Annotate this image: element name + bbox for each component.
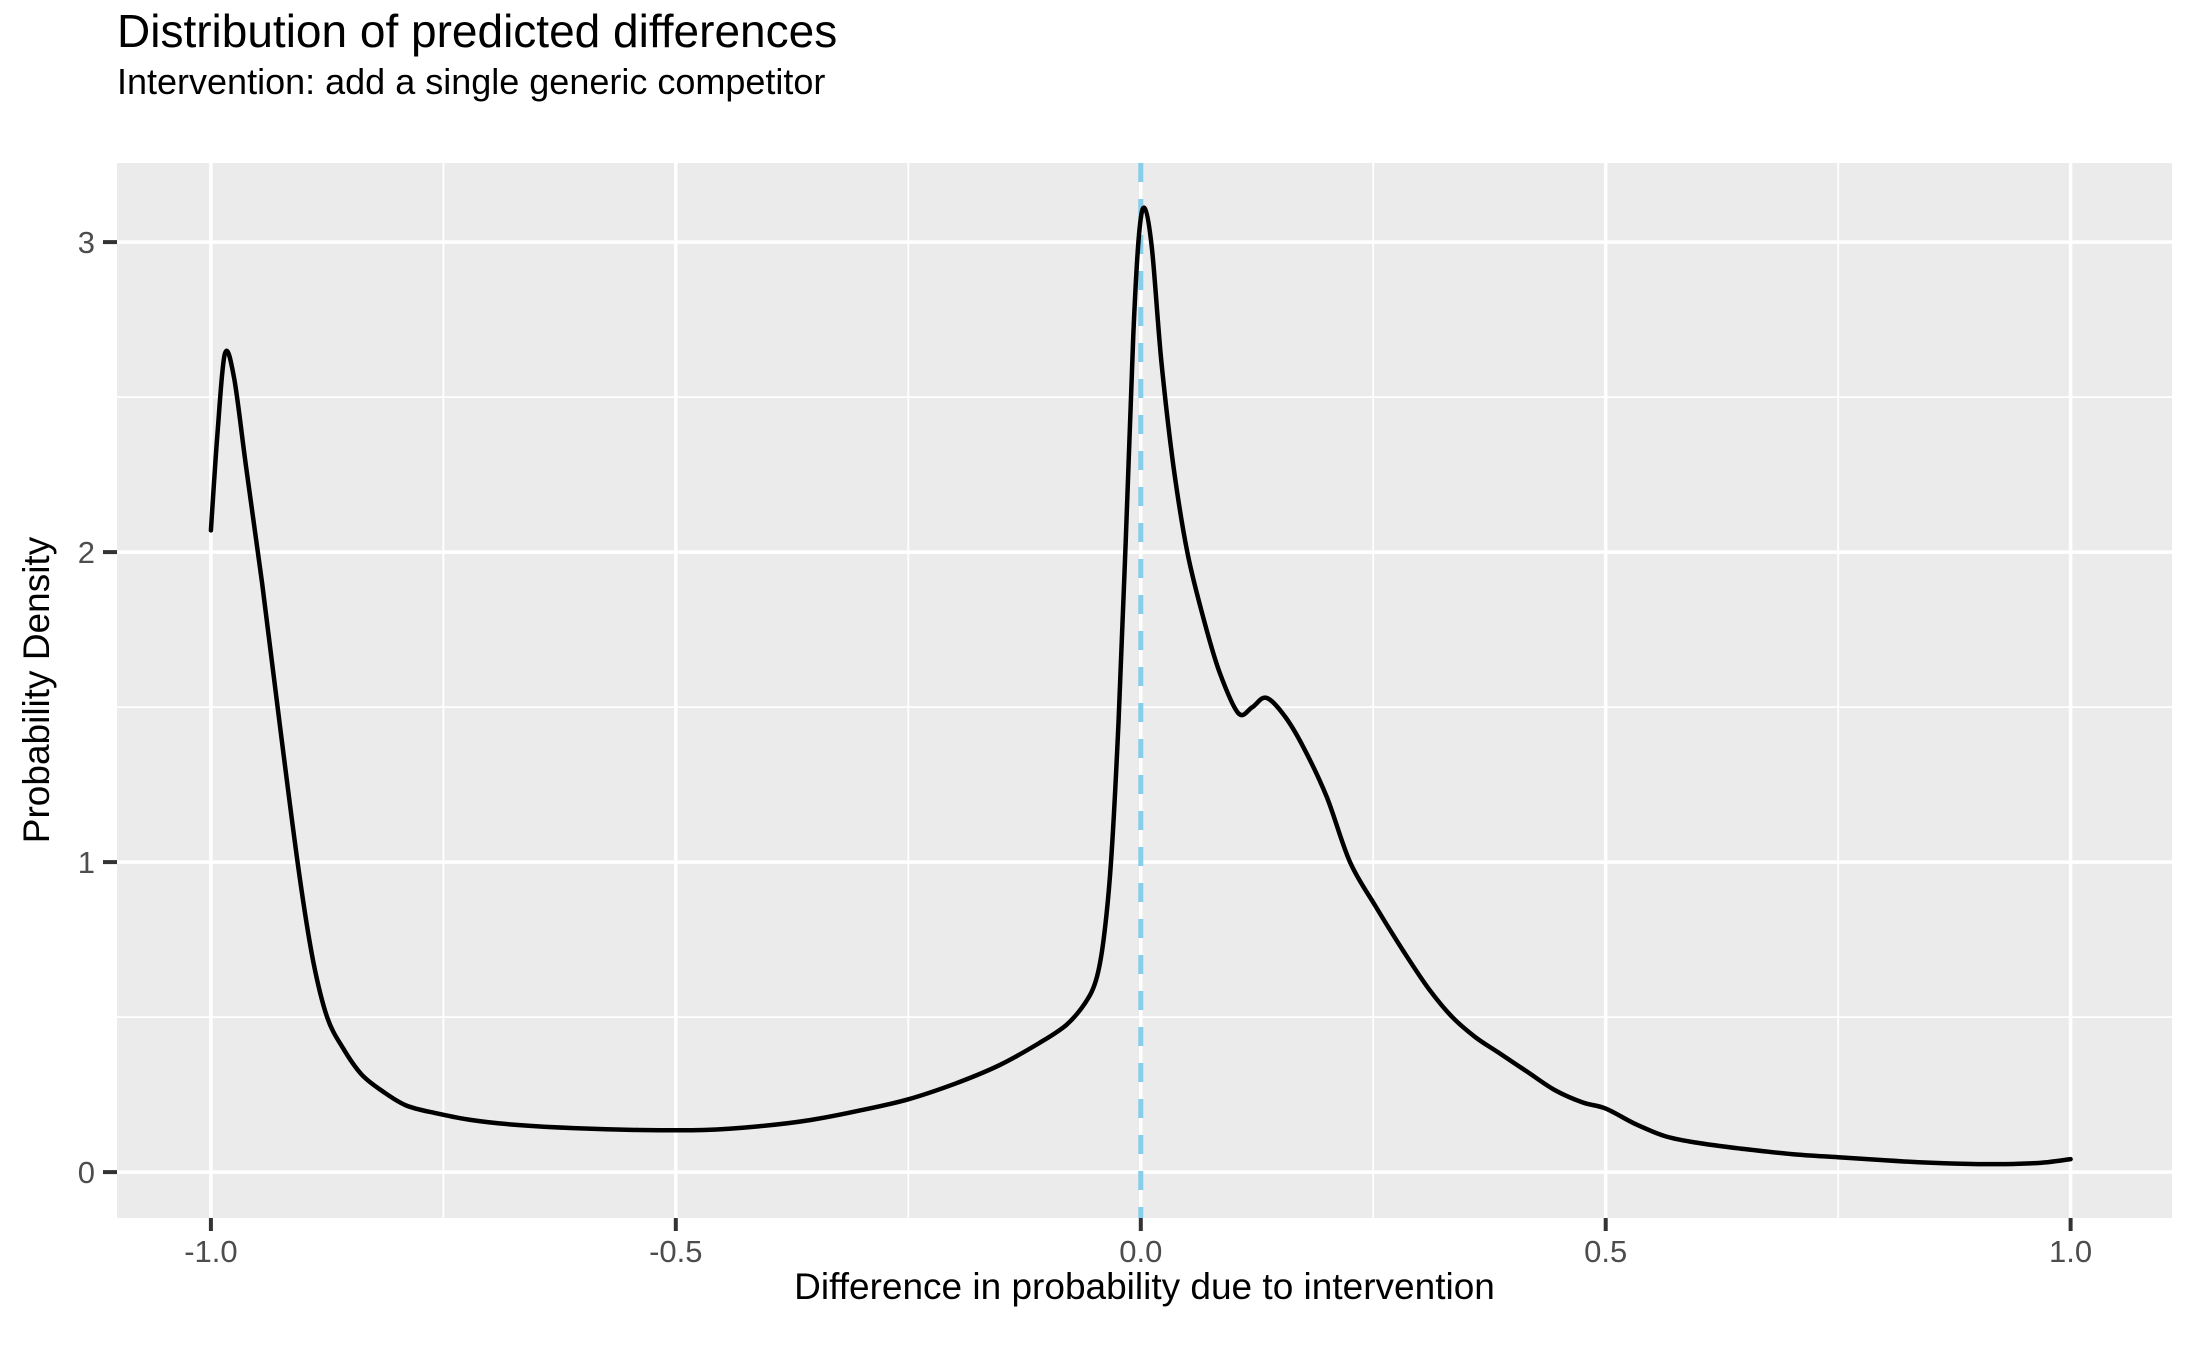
y-tick-label: 3 <box>78 225 95 260</box>
x-tick-label: -0.5 <box>649 1234 702 1269</box>
chart-subtitle: Intervention: add a single generic compe… <box>117 61 826 102</box>
y-tick-label: 2 <box>78 535 95 570</box>
x-axis-title: Difference in probability due to interve… <box>794 1266 1495 1307</box>
x-tick-label: 0.5 <box>1584 1234 1627 1269</box>
y-tick-label: 1 <box>78 845 95 880</box>
y-tick-label: 0 <box>78 1155 95 1190</box>
y-axis-title: Probability Density <box>16 536 57 844</box>
x-tick-label: -1.0 <box>184 1234 237 1269</box>
chart-title: Distribution of predicted differences <box>117 5 838 57</box>
x-tick-label: 1.0 <box>2049 1234 2092 1269</box>
x-tick-label: 0.0 <box>1119 1234 1162 1269</box>
density-curve <box>208 205 2073 1167</box>
panel-background <box>117 163 2172 1218</box>
